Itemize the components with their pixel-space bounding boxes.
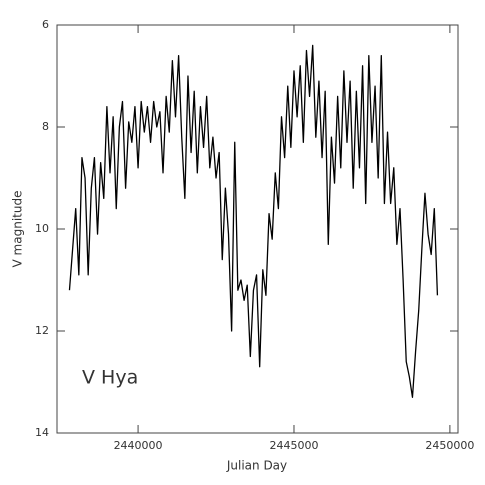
- y-tick-label: 8: [42, 120, 49, 133]
- annotation: V Hya: [82, 367, 138, 389]
- x-axis-label: Julian Day: [226, 459, 287, 473]
- x-tick-label: 2450000: [425, 439, 474, 452]
- y-tick-label: 6: [42, 18, 49, 31]
- x-tick-label: 2440000: [114, 439, 163, 452]
- x-tick-label: 2445000: [269, 439, 318, 452]
- light-curve: [68, 44, 439, 398]
- y-axis-label: V magnitude: [11, 191, 25, 268]
- y-tick-label: 14: [35, 426, 49, 439]
- y-tick-label: 12: [35, 324, 49, 337]
- y-tick-label: 10: [35, 222, 49, 235]
